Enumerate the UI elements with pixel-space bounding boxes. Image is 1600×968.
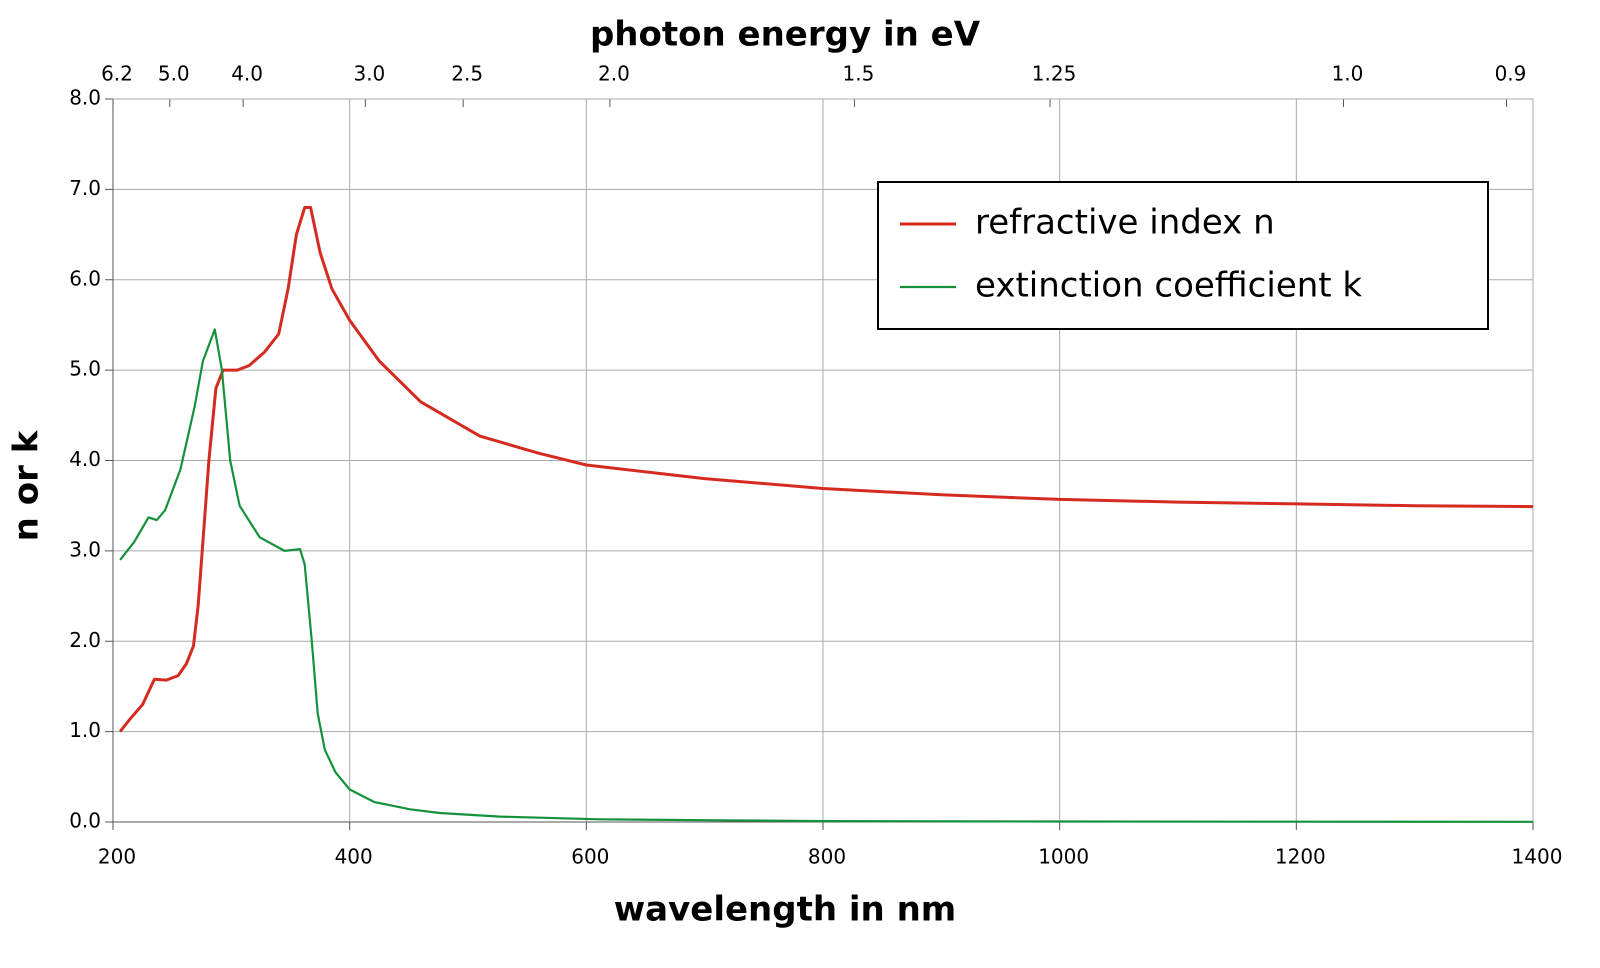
x-tick-label: 1000 xyxy=(1038,845,1089,869)
y-tick-label: 6.0 xyxy=(69,266,101,290)
y-tick-label: 4.0 xyxy=(69,447,101,471)
x-tick-label: 400 xyxy=(335,845,373,869)
y-tick-label: 8.0 xyxy=(69,86,101,110)
x-tick-label: 1200 xyxy=(1275,845,1326,869)
y-tick-label: 0.0 xyxy=(69,809,101,833)
x-tick-label: 1400 xyxy=(1512,845,1563,869)
y-tick-label: 3.0 xyxy=(69,537,101,561)
x2-tick-label: 1.25 xyxy=(1032,62,1077,86)
x2-tick-label: 4.0 xyxy=(231,62,263,86)
series-line xyxy=(119,328,1534,823)
x2-tick-label: 5.0 xyxy=(158,62,190,86)
legend-box xyxy=(877,181,1489,330)
x2-tick-label: 2.5 xyxy=(451,62,483,86)
x-tick-label: 200 xyxy=(98,845,136,869)
x2-tick-label: 1.5 xyxy=(843,62,875,86)
series-line xyxy=(118,206,1534,733)
x2-tick-label: 3.0 xyxy=(353,62,385,86)
x2-tick-label: 6.2 xyxy=(101,62,133,86)
y-tick-label: 5.0 xyxy=(69,357,101,381)
x-tick-label: 600 xyxy=(571,845,609,869)
x2-tick-label: 0.9 xyxy=(1495,62,1527,86)
y-tick-label: 7.0 xyxy=(69,176,101,200)
x2-axis-label: photon energy in eV xyxy=(590,15,981,55)
y-tick-label: 2.0 xyxy=(69,628,101,652)
legend-label: extinction coefficient k xyxy=(975,266,1362,306)
x-axis-label: wavelength in nm xyxy=(614,890,956,930)
x-tick-label: 800 xyxy=(808,845,846,869)
legend-label: refractive index n xyxy=(975,203,1275,243)
x2-tick-label: 2.0 xyxy=(598,62,630,86)
y-tick-label: 1.0 xyxy=(69,718,101,742)
x2-tick-label: 1.0 xyxy=(1332,62,1364,86)
y-axis-label: n or k xyxy=(7,429,47,541)
